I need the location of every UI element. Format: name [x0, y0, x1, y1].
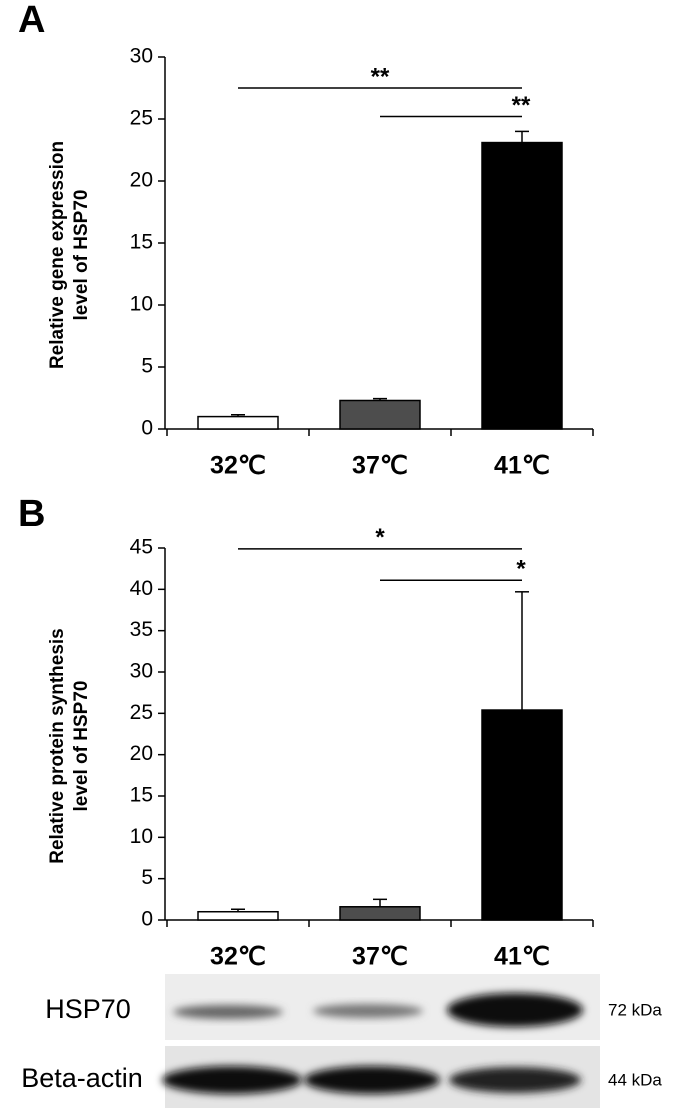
bar [339, 906, 421, 921]
blot-row-label: HSP70 [45, 994, 131, 1024]
band [304, 1066, 440, 1094]
bar [197, 415, 279, 430]
bar [481, 141, 563, 430]
y-axis-label: Relative protein synthesis [47, 628, 68, 863]
chart: B Relative protein synthesis level of HSP7… [18, 493, 594, 971]
bar [339, 399, 421, 430]
band [447, 993, 583, 1027]
y-axis-label: Relative gene expression [47, 141, 68, 369]
x-tick-label: 41℃ [494, 452, 550, 480]
y-axis-label: level of HSP70 [71, 190, 92, 321]
blot-size-label: 44 kDa [608, 1070, 662, 1089]
x-tick-label: 41℃ [494, 943, 550, 971]
band [162, 1066, 302, 1094]
chart: A Relative gene expression level of HSP70 0… [18, 0, 594, 480]
blot-row-label: Beta-actin [21, 1063, 143, 1093]
panel-label: A [18, 0, 45, 41]
y-tick-label: 25 [130, 701, 153, 724]
y-axis-label: level of HSP70 [71, 681, 92, 812]
band [173, 1005, 283, 1019]
y-tick-label: 15 [130, 231, 153, 254]
y-tick-label: 40 [130, 577, 153, 600]
y-tick-label: 35 [130, 618, 153, 641]
band [313, 1004, 423, 1018]
y-tick-label: 45 [130, 536, 153, 559]
y-tick-label: 10 [130, 293, 153, 316]
significance-label: * [516, 556, 526, 583]
significance-label: ** [371, 63, 390, 90]
western-blot: HSP70 Beta-actin 72 kDa 44 kDa [21, 974, 662, 1108]
y-tick-label: 0 [141, 908, 153, 931]
y-tick-label: 30 [130, 45, 153, 68]
y-tick-label: 5 [141, 866, 153, 889]
y-tick-label: 5 [141, 355, 153, 378]
bar [197, 910, 279, 921]
y-tick-label: 15 [130, 784, 153, 807]
y-tick-label: 0 [141, 417, 153, 440]
y-tick-label: 25 [130, 107, 153, 130]
y-tick-label: 30 [130, 660, 153, 683]
significance-label: * [375, 524, 385, 551]
significance-label: ** [512, 92, 531, 119]
bar [481, 709, 563, 921]
panel-label: B [18, 493, 45, 535]
x-tick-label: 37℃ [352, 943, 408, 971]
x-tick-label: 37℃ [352, 452, 408, 480]
band [449, 1067, 581, 1093]
y-tick-label: 20 [130, 742, 153, 765]
blot-size-label: 72 kDa [608, 1000, 662, 1019]
y-tick-label: 10 [130, 825, 153, 848]
y-tick-label: 20 [130, 169, 153, 192]
x-tick-label: 32℃ [210, 452, 266, 480]
x-tick-label: 32℃ [210, 943, 266, 971]
